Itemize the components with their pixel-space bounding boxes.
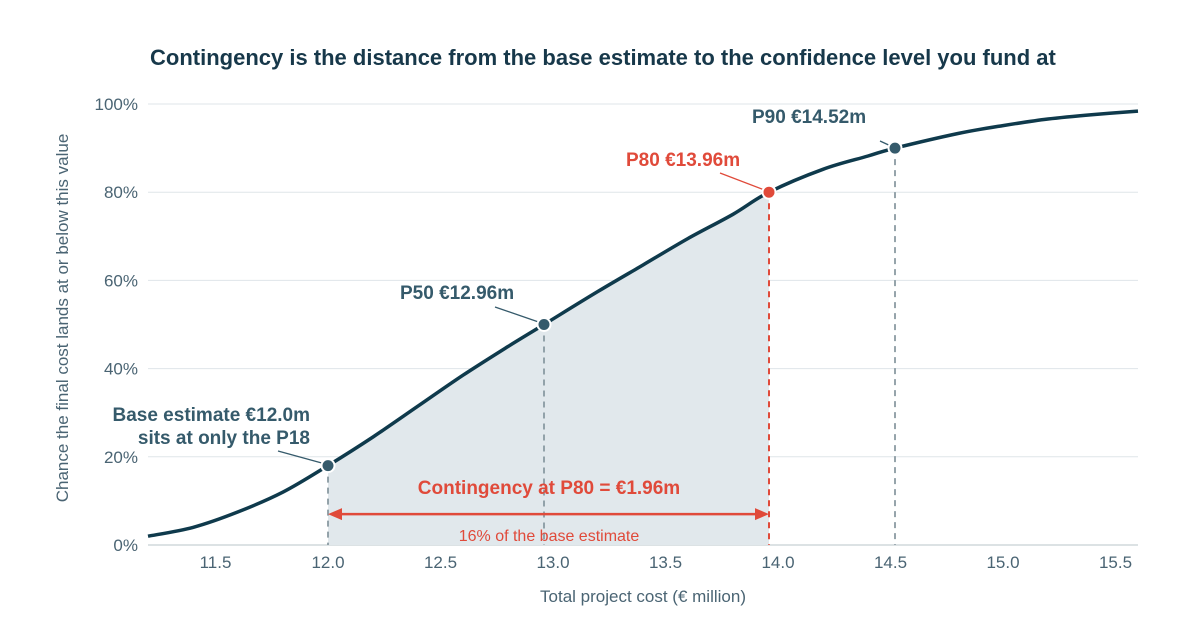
x-tick-label: 12.5 — [424, 553, 457, 572]
leader-line — [719, 172, 766, 191]
contingency-label: Contingency at P80 = €1.96m — [418, 478, 680, 499]
x-tick-label: 14.5 — [874, 553, 907, 572]
x-tick-label: 12.0 — [311, 553, 344, 572]
y-tick-label: 20% — [104, 448, 138, 467]
guide-lines — [277, 140, 896, 545]
x-tick-label: 14.0 — [761, 553, 794, 572]
chart-title: Contingency is the distance from the bas… — [150, 45, 1057, 70]
y-tick-label: 40% — [104, 360, 138, 379]
data-point-marker — [887, 140, 903, 156]
shaded-area — [328, 192, 769, 545]
p80-label: P80 €13.96m — [626, 150, 740, 171]
x-axis-label: Total project cost (€ million) — [540, 587, 746, 606]
contingency-percent-label: 16% of the base estimate — [459, 528, 640, 545]
contingency-arrow — [328, 508, 769, 521]
data-point-marker — [536, 317, 552, 332]
y-tick-label: 60% — [104, 271, 138, 290]
y-axis-label: Chance the final cost lands at or below … — [53, 134, 72, 503]
x-tick-label: 13.0 — [536, 553, 569, 572]
base-estimate-label: Base estimate €12.0m — [112, 405, 310, 426]
x-tick-label: 15.0 — [986, 553, 1019, 572]
data-point-marker — [761, 184, 777, 200]
arrow-head-right — [755, 508, 769, 521]
y-tick-label: 100% — [95, 95, 138, 114]
p50-label: P50 €12.96m — [400, 283, 514, 304]
x-tick-label: 15.5 — [1099, 553, 1132, 572]
x-tick-label: 13.5 — [649, 553, 682, 572]
data-point-marker — [320, 458, 336, 474]
arrow-head-left — [328, 508, 342, 521]
markers — [320, 140, 903, 474]
y-tick-label: 0% — [113, 536, 138, 555]
y-tick-label: 80% — [104, 183, 138, 202]
base-estimate-sublabel: sits at only the P18 — [138, 428, 310, 449]
leader-line — [277, 450, 325, 465]
curve — [147, 109, 1139, 538]
x-tick-label: 11.5 — [200, 553, 232, 572]
p90-label: P90 €14.52m — [752, 107, 866, 128]
shaded-region — [328, 192, 769, 545]
cdf-curve — [147, 109, 1139, 538]
ticks: 0% 20% 40% 60% 80% 100% 11.5 12.0 12.5 13.0 13.5 14… — [95, 95, 1133, 572]
leader-line — [494, 306, 541, 324]
